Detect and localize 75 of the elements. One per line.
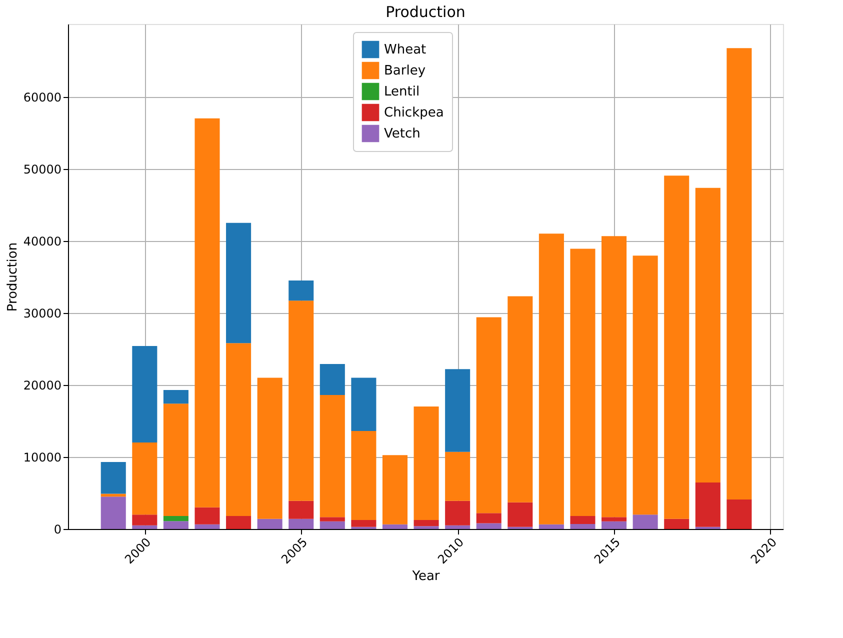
y-tick-label: 20000	[23, 378, 62, 392]
bar	[320, 517, 345, 522]
bar	[163, 516, 188, 522]
bar	[476, 523, 502, 529]
bar	[508, 296, 533, 502]
bar	[445, 500, 470, 526]
y-tick-label: 40000	[23, 234, 62, 248]
bar	[320, 395, 345, 518]
bar	[695, 482, 720, 527]
bar	[226, 222, 252, 344]
bar	[132, 525, 158, 529]
bar	[226, 343, 252, 516]
bar	[602, 521, 627, 529]
legend-label: Vetch	[384, 126, 420, 142]
bar	[320, 521, 345, 529]
bar	[132, 346, 158, 443]
bar	[570, 248, 596, 516]
legend-label: Lentil	[384, 84, 420, 100]
bar	[570, 524, 596, 529]
bar	[476, 317, 502, 514]
legend-label: Barley	[384, 64, 426, 78]
bar	[288, 518, 314, 529]
legend-label: Chickpea	[384, 106, 444, 120]
bar	[632, 514, 658, 529]
bar	[445, 525, 470, 529]
bar	[538, 234, 564, 524]
bar	[257, 518, 282, 529]
chart-title: Production	[386, 3, 466, 21]
bar	[320, 364, 345, 396]
y-tick-label: 30000	[23, 306, 62, 320]
legend-label: Wheat	[384, 42, 426, 58]
bar	[194, 507, 220, 524]
y-tick-label: 50000	[23, 162, 62, 176]
bar	[194, 524, 220, 529]
bar	[664, 176, 690, 519]
bar	[602, 236, 627, 518]
bar	[602, 517, 627, 522]
y-tick-label: 60000	[23, 90, 62, 104]
bar	[538, 524, 564, 529]
bar	[132, 514, 158, 526]
bar	[100, 494, 126, 497]
bar	[163, 521, 188, 529]
bar	[163, 390, 188, 404]
y-tick-label: 0	[54, 522, 62, 536]
bar	[226, 516, 252, 529]
bar	[382, 455, 408, 524]
bar	[476, 513, 502, 524]
bar	[726, 48, 752, 500]
bar	[445, 452, 470, 501]
bar	[570, 516, 596, 524]
bar	[445, 369, 470, 452]
bar	[414, 520, 439, 526]
bar	[132, 442, 158, 515]
bar	[194, 118, 220, 508]
bar	[508, 502, 533, 527]
bar	[726, 499, 752, 529]
bar	[351, 378, 376, 432]
bar	[351, 431, 376, 520]
x-axis-title: Year	[411, 568, 440, 584]
bar	[288, 500, 314, 519]
bar	[257, 378, 282, 519]
bar	[414, 406, 439, 520]
bar	[288, 300, 314, 501]
bar	[100, 462, 126, 494]
bar	[351, 520, 376, 527]
y-tick-label: 10000	[23, 450, 62, 464]
bar	[414, 526, 439, 529]
bar	[100, 496, 126, 529]
bar	[382, 524, 408, 529]
bar	[288, 280, 314, 301]
bar	[163, 404, 188, 516]
bar	[664, 518, 690, 529]
y-axis-title: Production	[5, 242, 20, 312]
bar	[632, 256, 658, 515]
bar	[695, 188, 720, 483]
